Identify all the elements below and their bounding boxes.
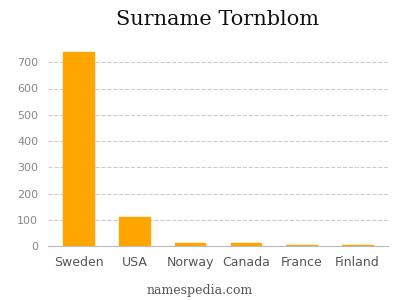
Bar bbox=[342, 245, 372, 246]
Bar bbox=[119, 217, 150, 246]
Bar bbox=[286, 245, 317, 246]
Text: namespedia.com: namespedia.com bbox=[147, 284, 253, 297]
Bar bbox=[64, 52, 94, 246]
Bar bbox=[230, 243, 261, 246]
Bar bbox=[175, 243, 206, 246]
Title: Surname Tornblom: Surname Tornblom bbox=[116, 10, 320, 29]
